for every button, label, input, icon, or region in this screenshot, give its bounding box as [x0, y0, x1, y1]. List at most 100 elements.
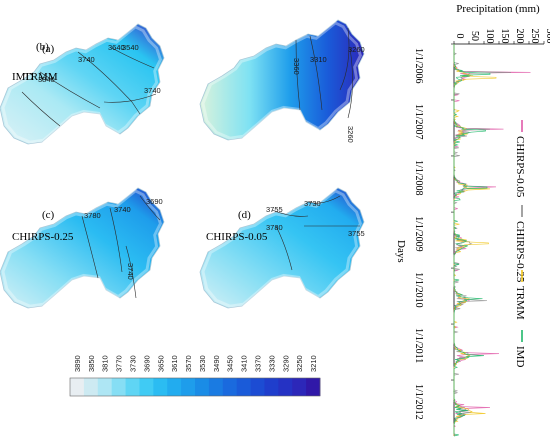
contour-label: 3755	[266, 205, 283, 214]
map-panel-imd	[0, 23, 165, 145]
legend-label-chirps-0.05: CHIRPS-0.05	[514, 136, 526, 198]
colorbar-swatch	[97, 378, 113, 396]
contour-line	[81, 215, 99, 279]
contour-label: 3690	[146, 197, 163, 206]
colorbar-label: 3810	[101, 355, 110, 372]
colorbar-swatch	[264, 378, 279, 396]
contour-line	[271, 209, 309, 217]
contour-label: 3360	[292, 58, 301, 75]
panel-tag: (c)	[42, 209, 55, 221]
colorbar-swatch	[306, 378, 321, 396]
colorbar-label: 3770	[115, 355, 124, 372]
map-panel-trmm	[199, 19, 365, 141]
colorbar-swatch	[125, 378, 140, 396]
contour-line	[109, 207, 123, 273]
contour-line	[275, 225, 293, 271]
contour-line	[139, 195, 161, 221]
contour-label: 3740	[78, 55, 95, 64]
colorbar-label: 3250	[295, 355, 304, 372]
colorbar-swatch	[139, 378, 154, 396]
time-tick-label: 1/1/2006	[413, 48, 424, 84]
colorbar-label: 3410	[240, 355, 249, 372]
series-imd-line	[453, 44, 491, 437]
contour-label: 3310	[310, 55, 327, 64]
basin-outline	[0, 187, 165, 309]
basin-outline	[199, 19, 365, 141]
contour-label: 3740	[126, 263, 135, 280]
colorbar-frame	[69, 377, 321, 397]
contour-line	[21, 91, 61, 127]
colorbar-swatch	[153, 378, 168, 396]
time-tick-label: 1/1/2012	[413, 384, 424, 420]
contour-label: 3260	[346, 126, 355, 143]
panel-tag: (a)	[42, 43, 55, 55]
colorbar-label: 3730	[129, 355, 138, 372]
colorbar-label: 3530	[198, 355, 207, 372]
colorbar-swatch	[208, 378, 224, 396]
contour-line	[309, 35, 323, 111]
contour-line	[339, 27, 350, 91]
basin-inner-band	[1, 25, 162, 144]
colorbar-swatch	[250, 378, 265, 396]
contour-line	[103, 93, 157, 103]
colorbar-label: 3850	[87, 355, 96, 372]
contour-line	[307, 195, 341, 204]
contour-label: 3260	[348, 45, 365, 54]
contour-label: 3730	[304, 199, 321, 208]
time-tick-label: 1/1/2007	[413, 104, 424, 140]
contour-label: 3840	[38, 75, 55, 84]
colorbar-swatch	[70, 378, 85, 396]
colorbar-label: 3210	[309, 355, 318, 372]
value-tick-label: 300	[544, 29, 550, 44]
contour-line	[77, 51, 141, 115]
colorbar-label: 3450	[226, 355, 235, 372]
legend-label-imd: IMD	[514, 346, 526, 367]
value-axis-label: Precipitation (mm)	[456, 3, 540, 15]
value-tick-label: 250	[529, 29, 540, 44]
basin-inner-band	[201, 21, 362, 140]
colorbar-label: 3690	[142, 355, 151, 372]
contour-line	[295, 39, 301, 111]
basin-outline	[199, 187, 365, 309]
contour-label: 3640	[108, 43, 125, 52]
time-tick-label: 1/1/2008	[413, 160, 424, 196]
colorbar-label: 3490	[212, 355, 221, 372]
panel-name: TRMM	[24, 71, 58, 83]
colorbar-swatch	[111, 378, 126, 396]
contour-line	[125, 245, 137, 299]
value-tick-label: 150	[499, 29, 510, 44]
panel-name: CHIRPS-0.25	[12, 231, 74, 243]
time-axis-label: Days	[395, 240, 407, 263]
colorbar-swatch	[181, 378, 196, 396]
colorbar-label: 3330	[267, 355, 276, 372]
map-panel-chirps-0.05	[199, 187, 365, 309]
time-tick-label: 1/1/2009	[413, 216, 424, 252]
map-panel-chirps-0.25	[0, 187, 165, 309]
contour-label: 3540	[122, 43, 139, 52]
colorbar-label: 3370	[254, 355, 263, 372]
legend-label-chirps-0.25: CHIRPS-0.25	[514, 221, 526, 283]
contour-label: 3755	[348, 229, 365, 238]
colorbar-swatch	[167, 378, 182, 396]
panel-tag: (d)	[238, 209, 251, 221]
colorbar-label: 3650	[156, 355, 165, 372]
time-tick-label: 1/1/2010	[413, 272, 424, 308]
panel-tag: (b)	[36, 41, 49, 53]
colorbar-swatch	[195, 378, 210, 396]
contour-label: 3740	[144, 86, 161, 95]
contour-line	[111, 47, 155, 69]
colorbar-label: 3890	[73, 355, 82, 372]
value-tick-label: 0	[454, 34, 465, 39]
contour-label: 3780	[266, 223, 283, 232]
colorbar-swatch	[292, 378, 307, 396]
colorbar-swatch	[83, 378, 99, 396]
contour-label: 3780	[84, 211, 101, 220]
contour-line	[39, 71, 101, 109]
contour-label: 3740	[114, 205, 131, 214]
colorbar-swatch	[236, 378, 251, 396]
value-tick-label: 200	[514, 29, 525, 44]
colorbar-swatch	[222, 378, 238, 396]
basin-inner-band	[201, 189, 362, 308]
